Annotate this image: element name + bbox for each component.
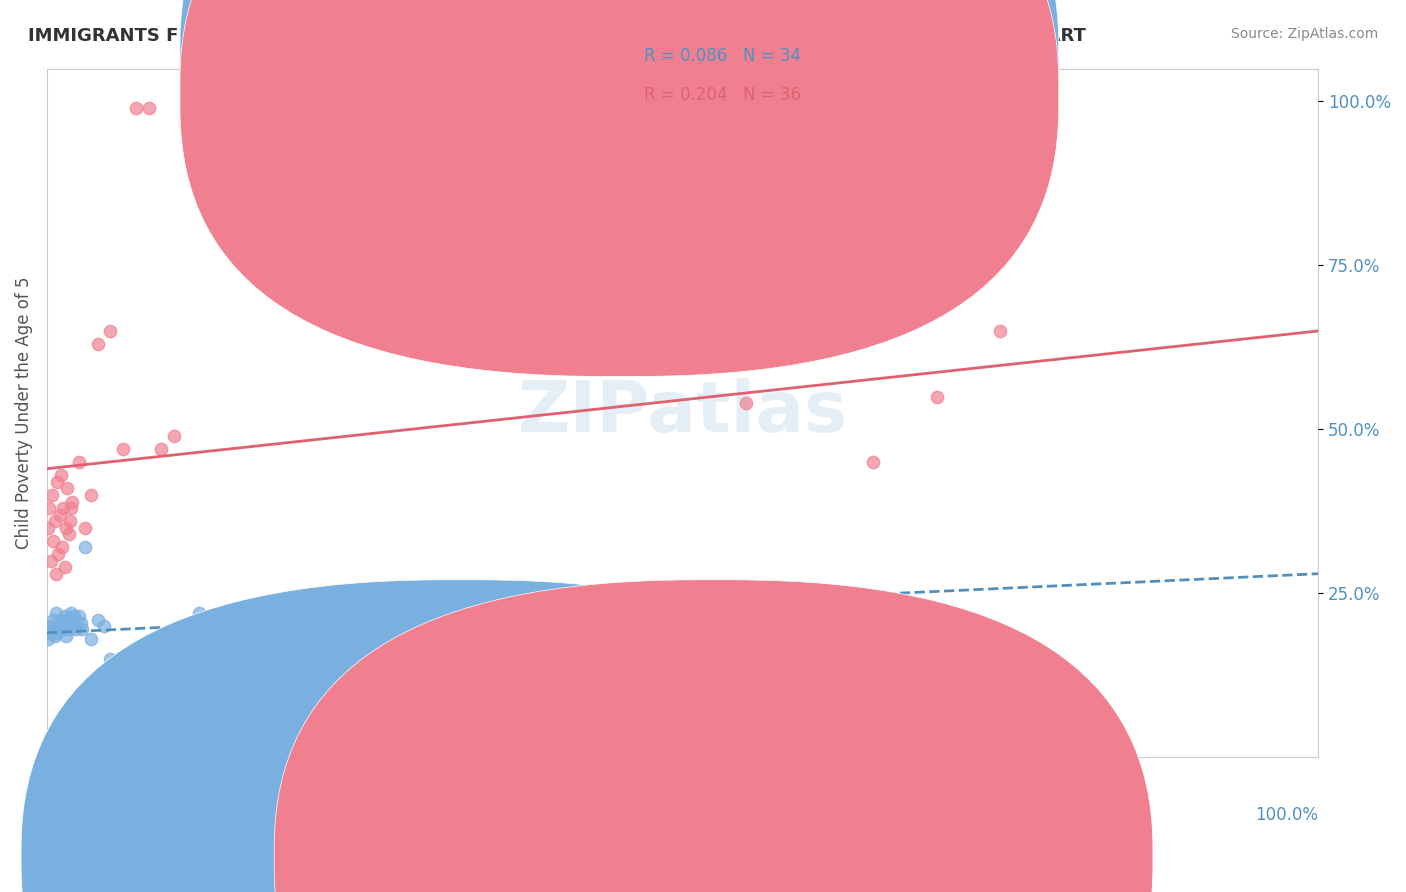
Point [990,324,1012,338]
Point [58,613,80,627]
Point [59,514,82,528]
Point [52,623,75,637]
Point [138,101,160,115]
Point [48,619,70,633]
Point [46,623,69,637]
Text: Blackfeet: Blackfeet [734,847,813,865]
Point [38,501,60,516]
Point [60,494,83,508]
Point [87,613,110,627]
Point [42,613,65,627]
Point [799,337,821,351]
Point [55,521,77,535]
Point [46,547,69,561]
Point [100,324,122,338]
Point [46,475,69,489]
Point [150,442,173,456]
Point [53,560,76,574]
Point [51,615,73,630]
Point [73,541,96,555]
Point [37,521,59,535]
Point [72,623,94,637]
Point [48,508,70,522]
Y-axis label: Child Poverty Under the Age of 5: Child Poverty Under the Age of 5 [15,277,32,549]
Point [51,541,73,555]
Point [59,623,82,637]
Point [862,455,884,469]
Point [735,396,758,410]
Point [112,442,135,456]
Point [73,521,96,535]
Text: R = 0.086   N = 34: R = 0.086 N = 34 [644,47,801,65]
Point [44,629,66,643]
Text: 0.0%: 0.0% [46,805,89,823]
Point [67,455,90,469]
Point [63,619,86,633]
Point [56,482,79,496]
Point [188,606,211,620]
Point [44,514,66,528]
Point [671,343,693,358]
Point [41,488,63,502]
Point [45,606,67,620]
Point [49,468,72,483]
Point [70,615,93,630]
Point [925,390,948,404]
Point [62,609,84,624]
Point [67,609,90,624]
Point [100,652,122,666]
Text: IMMIGRANTS FROM UKRAINE VS BLACKFEET CHILD POVERTY UNDER THE AGE OF 5 CORRELATIO: IMMIGRANTS FROM UKRAINE VS BLACKFEET CHI… [28,27,1085,45]
Point [87,337,110,351]
Point [58,527,80,541]
Point [49,613,72,627]
Text: Source: ZipAtlas.com: Source: ZipAtlas.com [1230,27,1378,41]
Point [80,632,103,647]
Point [60,501,83,516]
Point [39,553,62,567]
Point [53,609,76,624]
Point [60,606,83,620]
Text: ZIPatlas: ZIPatlas [517,378,848,448]
Point [37,632,59,647]
Point [46,625,69,640]
Point [264,599,287,614]
Point [125,101,148,115]
Point [39,619,62,633]
Point [41,623,63,637]
Point [93,619,115,633]
Point [226,619,249,633]
Point [55,629,77,643]
Text: 100.0%: 100.0% [1256,805,1319,823]
Point [65,623,87,637]
Point [163,429,186,443]
Point [52,501,75,516]
Point [42,533,65,548]
Point [45,566,67,581]
Point [60,615,83,630]
Text: Immigrants from Ukraine: Immigrants from Ukraine [430,847,638,865]
Text: R = 0.204   N = 36: R = 0.204 N = 36 [644,86,801,103]
Point [56,619,79,633]
Point [38,625,60,640]
Point [80,488,103,502]
